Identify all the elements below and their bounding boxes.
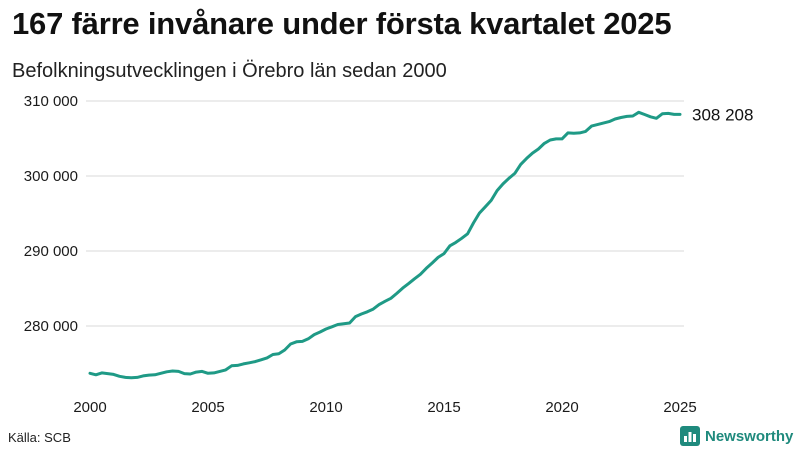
end-value-label: 308 208 xyxy=(692,105,753,124)
y-tick-label: 290 000 xyxy=(24,243,78,260)
x-tick-label: 2000 xyxy=(73,399,106,416)
x-axis-labels: 2000 2005 2010 2015 2020 2025 xyxy=(73,399,696,416)
brand-name: Newsworthy xyxy=(705,427,794,445)
chart-subtitle: Befolkningsutvecklingen i Örebro län sed… xyxy=(12,60,447,82)
x-tick-label: 2020 xyxy=(545,399,578,416)
series-line-population xyxy=(88,110,682,380)
chart-title: 167 färre invånare under första kvartale… xyxy=(12,6,672,41)
brand-logo: Newsworthy xyxy=(680,426,793,446)
y-axis-labels: 280 000 290 000 300 000 310 000 xyxy=(24,93,78,335)
y-tick-label: 300 000 xyxy=(24,168,78,185)
x-tick-label: 2025 xyxy=(663,399,696,416)
gridlines xyxy=(86,100,684,327)
x-tick-label: 2010 xyxy=(309,399,342,416)
y-tick-label: 310 000 xyxy=(24,93,78,110)
source-credit: Källa: SCB xyxy=(8,430,71,445)
x-tick-label: 2005 xyxy=(191,399,224,416)
x-tick-label: 2015 xyxy=(427,399,460,416)
y-tick-label: 280 000 xyxy=(24,318,78,335)
bar-chart-icon xyxy=(680,426,700,446)
